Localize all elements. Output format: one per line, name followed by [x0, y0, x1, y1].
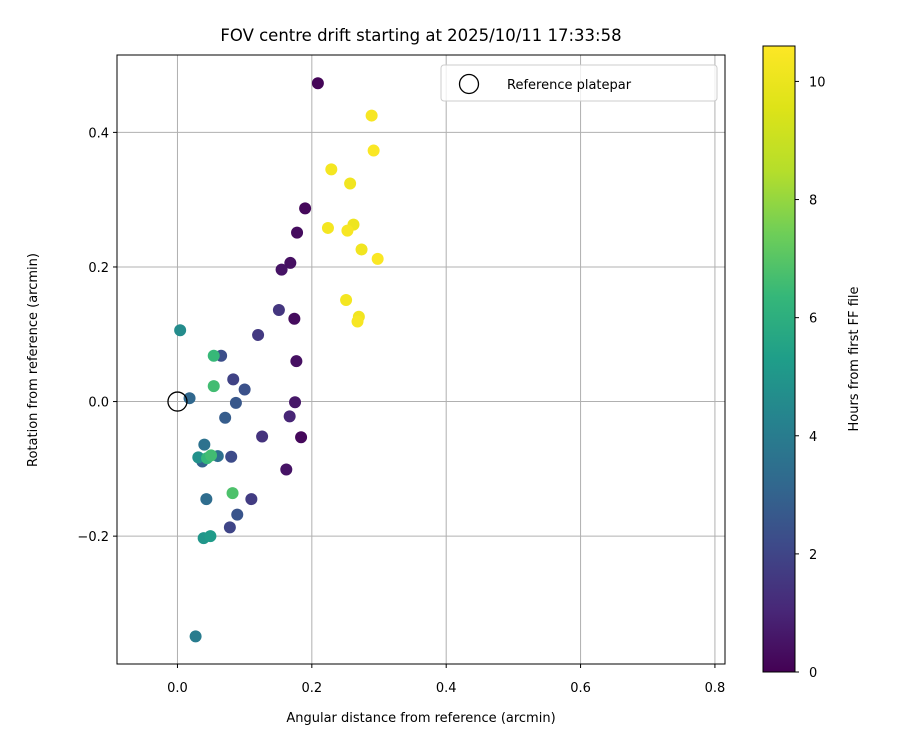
x-tick-label: 0.2	[301, 681, 322, 696]
data-point	[174, 324, 187, 337]
legend-label: Reference platepar	[507, 78, 632, 93]
colorbar-tick-label: 6	[809, 312, 817, 327]
colorbar-label: Hours from first FF file	[847, 286, 862, 431]
data-point	[245, 493, 258, 506]
data-point	[204, 530, 217, 543]
x-tick-label: 0.6	[570, 681, 591, 696]
data-point	[205, 449, 218, 462]
legend-box	[440, 64, 718, 102]
data-point	[283, 410, 296, 423]
data-point	[192, 451, 205, 464]
data-point	[198, 438, 211, 451]
legend-reference-marker	[458, 73, 480, 95]
y-axis-label: Rotation from reference (arcmin)	[26, 253, 41, 467]
legend: Reference platepar	[440, 64, 718, 102]
colorbar-tick-label: 10	[809, 75, 826, 90]
data-point	[321, 221, 334, 234]
colorbar: 0 2 4 6 8 10 Hours from first FF file	[762, 45, 862, 681]
data-point	[289, 396, 302, 409]
data-point	[365, 109, 378, 122]
data-point	[344, 177, 357, 190]
x-tick-label: 0.0	[167, 681, 188, 696]
data-point	[325, 163, 338, 176]
data-point	[229, 396, 242, 409]
data-point	[225, 450, 238, 463]
data-point	[238, 383, 251, 396]
data-point	[207, 349, 220, 362]
data-point	[231, 508, 244, 521]
colorbar-tick-label: 4	[809, 430, 817, 445]
data-point	[351, 315, 364, 328]
data-point	[340, 293, 353, 306]
data-points	[174, 77, 384, 643]
grid-lines	[117, 55, 725, 664]
data-point	[295, 431, 308, 444]
x-axis-label: Angular distance from reference (arcmin)	[286, 711, 555, 726]
data-point	[252, 328, 265, 341]
y-ticks: −0.2 0.0 0.2 0.4	[77, 126, 117, 545]
data-point	[341, 224, 354, 237]
data-point	[311, 77, 324, 90]
plot-frame	[116, 54, 726, 665]
data-point	[272, 304, 285, 317]
colorbar-ticks: 0 2 4 6 8 10	[795, 75, 826, 681]
x-ticks: 0.0 0.2 0.4 0.6 0.8	[167, 664, 725, 696]
colorbar-tick-label: 8	[809, 194, 817, 209]
data-point	[256, 430, 269, 443]
x-tick-label: 0.8	[705, 681, 726, 696]
y-tick-label: −0.2	[77, 530, 109, 545]
data-point	[371, 252, 384, 265]
data-point	[200, 493, 213, 506]
y-tick-label: 0.2	[88, 261, 109, 276]
chart-title: FOV centre drift starting at 2025/10/11 …	[220, 26, 621, 45]
colorbar-tick-label: 2	[809, 548, 817, 563]
reference-marker-group	[167, 391, 188, 412]
data-point	[367, 144, 380, 157]
data-point	[288, 312, 301, 325]
data-point	[183, 392, 196, 405]
data-point	[207, 380, 220, 393]
reference-platepar-marker	[167, 391, 188, 412]
data-point	[280, 463, 293, 476]
y-tick-label: 0.0	[88, 396, 109, 411]
data-point	[355, 243, 368, 256]
data-point	[227, 373, 240, 386]
colorbar-gradient	[762, 45, 796, 673]
data-point	[189, 630, 202, 643]
data-point	[291, 226, 304, 239]
data-point	[223, 521, 236, 534]
data-point	[219, 411, 232, 424]
data-point	[226, 487, 239, 500]
y-tick-label: 0.4	[88, 126, 109, 141]
data-point	[290, 355, 303, 368]
x-tick-label: 0.4	[436, 681, 457, 696]
data-point	[284, 256, 297, 269]
data-point	[299, 202, 312, 215]
colorbar-tick-label: 0	[809, 666, 817, 681]
data-point	[275, 263, 288, 276]
